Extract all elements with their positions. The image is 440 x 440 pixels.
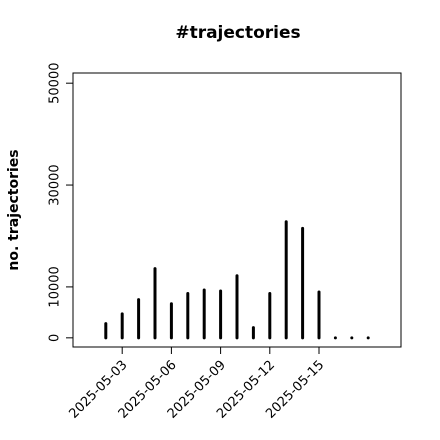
y-tick-label: 30000 bbox=[48, 164, 63, 205]
y-tick-label: 0 bbox=[48, 334, 63, 342]
chart-title: #trajectories bbox=[175, 23, 300, 43]
plot-box bbox=[72, 72, 402, 348]
y-tick-label: 50000 bbox=[48, 63, 63, 104]
y-tick-label: 10000 bbox=[48, 266, 63, 307]
y-axis-label: no. trajectories bbox=[6, 149, 22, 270]
